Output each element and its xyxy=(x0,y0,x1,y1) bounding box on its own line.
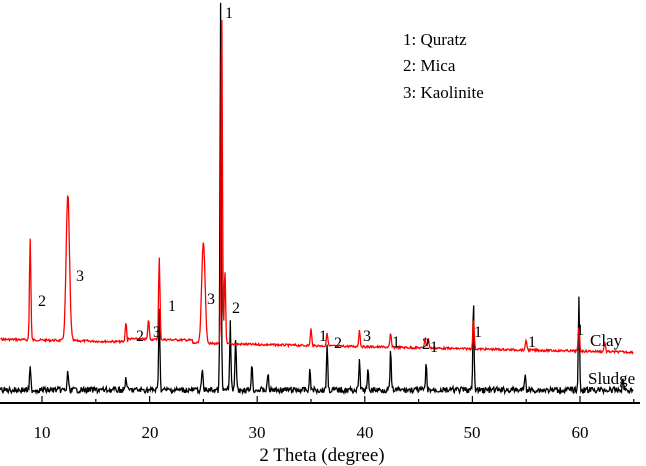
peak-label: 3 xyxy=(207,291,215,308)
peak-label: 1 xyxy=(528,334,536,351)
peak-label: 1 xyxy=(168,298,176,315)
sludge-series-line xyxy=(0,2,634,396)
peak-label: 3 xyxy=(363,328,371,345)
clay-series-label: Clay xyxy=(590,331,623,350)
x-axis-ticks xyxy=(41,396,635,403)
plot-area xyxy=(0,2,634,396)
legend-entry-mica: 2: Mica xyxy=(403,56,456,75)
x-tick-label-40: 40 xyxy=(357,423,374,442)
x-axis-title: 2 Theta (degree) xyxy=(259,445,384,466)
peak-label: 1 xyxy=(225,5,233,22)
x-tick-label-50: 50 xyxy=(464,423,481,442)
peak-label: 1 xyxy=(392,334,400,351)
sludge-series-label: Sludge xyxy=(588,369,635,388)
peak-label: 3 xyxy=(76,268,84,285)
x-tick-label-20: 20 xyxy=(142,423,159,442)
x-tick-label-10: 10 xyxy=(34,423,51,442)
legend-entry-kaolinite: 3: Kaolinite xyxy=(403,83,484,102)
peak-label: 2 xyxy=(38,293,46,310)
legend-entry-quartz: 1: Quratz xyxy=(403,30,467,49)
peak-label: 1 xyxy=(430,339,438,356)
peak-label: 2 xyxy=(334,335,342,352)
clay-series-line xyxy=(0,20,634,355)
x-axis: 10 20 30 40 50 60 2 Theta (degree) xyxy=(0,396,640,466)
peak-label: 1 xyxy=(474,324,482,341)
x-tick-label-30: 30 xyxy=(249,423,266,442)
peak-label: 1 xyxy=(576,322,584,339)
peak-label: 3 xyxy=(153,324,161,341)
peak-label: 2 xyxy=(422,336,430,353)
peak-label: 2 xyxy=(136,328,144,345)
legend: 1: Quratz 2: Mica 3: Kaolinite xyxy=(403,30,484,102)
peak-label: 2 xyxy=(232,300,240,317)
x-tick-label-60: 60 xyxy=(572,423,589,442)
peak-label: 1 xyxy=(319,328,327,345)
